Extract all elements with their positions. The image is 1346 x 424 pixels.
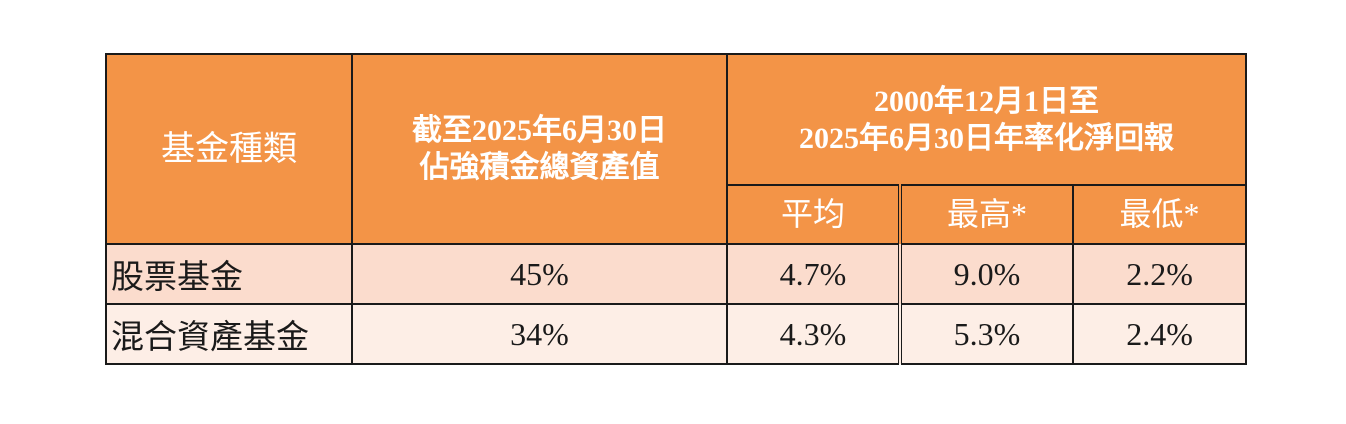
annualized-return-header-line1: 2000年12月1日至 bbox=[874, 84, 1100, 118]
fund-name-cell: 混合資產基金 bbox=[105, 303, 353, 365]
lowest-return-cell: 2.4% bbox=[1071, 303, 1248, 365]
lowest-header: 最低* bbox=[1071, 184, 1248, 245]
mpf-fund-returns-table-wrapper: 基金種類 截至2025年6月30日 佔強積金總資產值 2000年12月1日至 2… bbox=[105, 53, 1248, 365]
asset-share-header-line1: 截至2025年6月30日 bbox=[412, 114, 667, 147]
fund-name-cell: 股票基金 bbox=[105, 243, 353, 305]
highest-header: 最高* bbox=[899, 184, 1074, 245]
asset-share-header: 截至2025年6月30日 佔強積金總資產值 bbox=[351, 53, 728, 245]
asset-share-cell: 45% bbox=[351, 243, 728, 305]
lowest-return-cell: 2.2% bbox=[1071, 243, 1248, 305]
asset-share-cell: 34% bbox=[351, 303, 728, 365]
average-header: 平均 bbox=[726, 184, 902, 245]
average-return-cell: 4.3% bbox=[726, 303, 902, 365]
highest-return-cell: 5.3% bbox=[899, 303, 1074, 365]
asset-share-header-line2: 佔強積金總資產值 bbox=[419, 151, 660, 184]
highest-return-cell: 9.0% bbox=[899, 243, 1074, 305]
table-row: 股票基金 45% 4.7% 9.0% 2.2% bbox=[105, 243, 1248, 305]
fund-type-header: 基金種類 bbox=[105, 53, 353, 245]
average-return-cell: 4.7% bbox=[726, 243, 902, 305]
mpf-fund-returns-table: 基金種類 截至2025年6月30日 佔強積金總資產值 2000年12月1日至 2… bbox=[105, 53, 1248, 365]
annualized-return-header-line2: 2025年6月30日年率化淨回報 bbox=[799, 121, 1175, 155]
table-row: 混合資產基金 34% 4.3% 5.3% 2.4% bbox=[105, 303, 1248, 365]
annualized-return-header: 2000年12月1日至 2025年6月30日年率化淨回報 bbox=[725, 53, 1248, 186]
